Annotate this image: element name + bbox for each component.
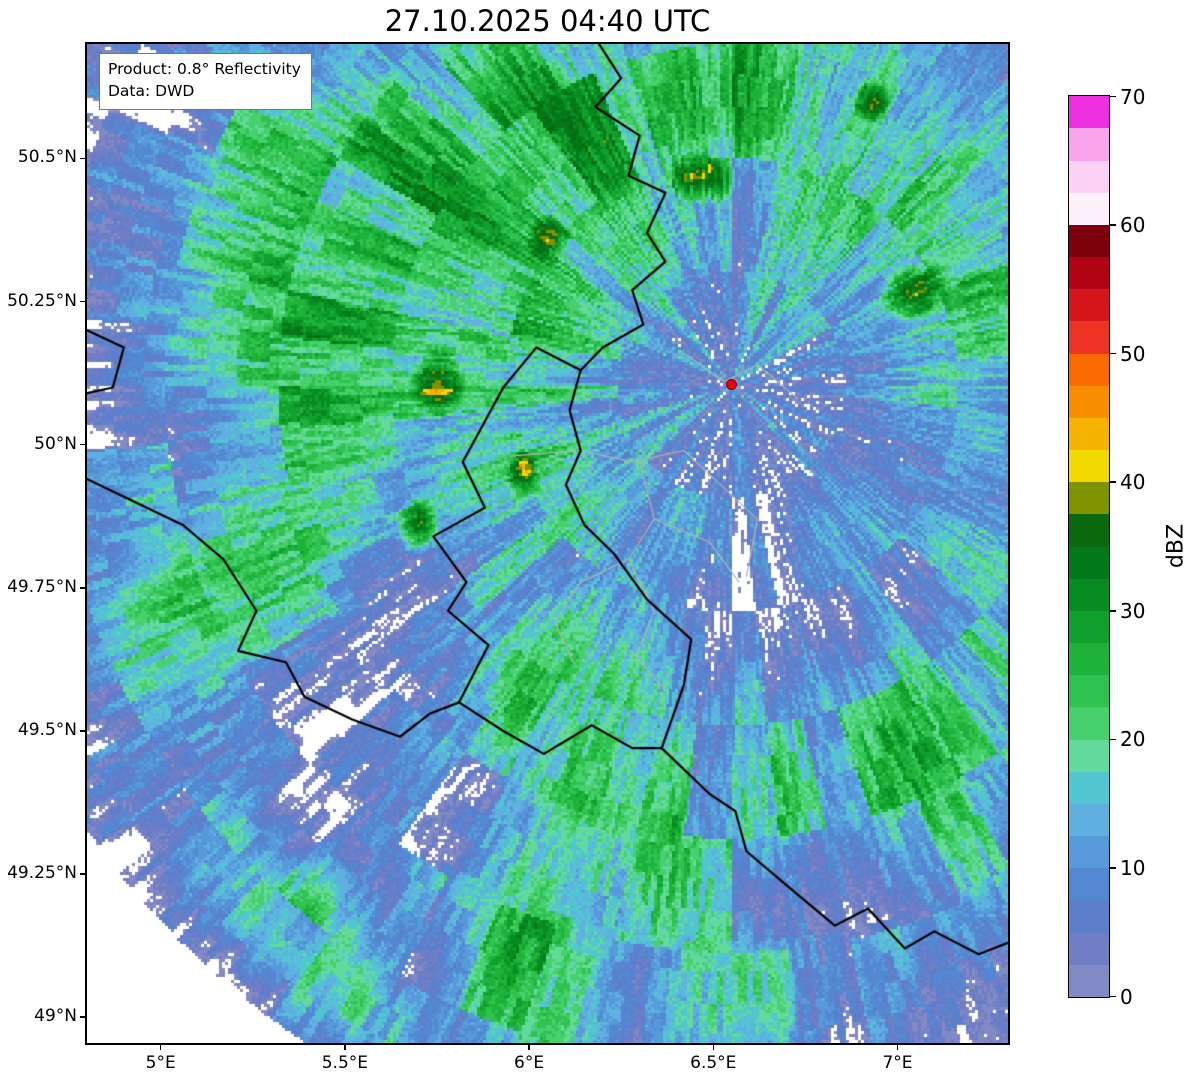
y-axis-tick [80,873,85,875]
colorbar-tick-label: 20 [1120,727,1146,752]
y-axis-tick-label: 49.75°N [7,576,77,597]
colorbar-segment [1069,578,1109,611]
x-axis-tick-label: 6°E [514,1053,545,1073]
y-axis-tick [80,157,85,160]
colorbar-tick [1110,95,1116,98]
y-axis-tick-label: 50.5°N [17,147,77,168]
radar-site-marker [726,379,738,391]
y-axis-tick-label: 49.25°N [7,863,77,884]
colorbar-segment [1069,643,1109,676]
colorbar-segment [1069,739,1109,772]
colorbar-tick [1110,610,1116,612]
colorbar-unit-label: dBZ [1163,523,1189,569]
colorbar-segment [1069,803,1109,837]
timestamp-title: 27.10.2025 04:40 UTC [384,4,711,38]
colorbar-tick-label: 0 [1120,984,1133,1009]
y-axis-tick-label: 50°N [34,433,77,454]
y-axis-tick [80,1016,85,1018]
x-axis-tick-label: 6.5°E [690,1053,737,1073]
y-axis-tick-label: 49.5°N [17,719,77,740]
colorbar-segment [1069,514,1109,547]
colorbar-tick [1110,224,1116,226]
colorbar [1068,95,1110,998]
colorbar-segment [1069,289,1109,322]
map-panel: Product: 0.8° Reflectivity Data: DWD [85,42,1010,1045]
colorbar-segment [1069,321,1109,354]
colorbar-tick [1110,867,1116,869]
colorbar-segment [1069,546,1109,579]
data-source-line: Data: DWD [108,82,195,101]
colorbar-segment [1069,224,1109,258]
y-axis-tick [80,730,85,732]
colorbar-tick-label: 10 [1120,855,1146,880]
colorbar-segment [1069,257,1109,290]
colorbar-tick-label: 30 [1120,598,1146,623]
product-line: Product: 0.8° Reflectivity [108,60,301,78]
colorbar-segment [1069,385,1109,418]
colorbar-segment [1069,868,1109,901]
colorbar-segment [1069,707,1109,740]
colorbar-segment [1069,675,1109,708]
colorbar-segment [1069,900,1109,933]
colorbar-segment [1069,417,1109,451]
colorbar-segment [1069,610,1109,644]
radar-canvas [87,44,1008,1043]
colorbar-segment [1069,771,1109,804]
product-info-box: Product: 0.8° Reflectivity Data: DWD [99,53,312,110]
colorbar-tick [1110,738,1116,741]
x-axis-tick [712,1045,715,1050]
x-axis-tick [159,1045,162,1050]
colorbar-segment [1069,160,1109,193]
colorbar-segment [1069,836,1109,869]
colorbar-tick [1110,995,1116,998]
y-axis-tick [80,587,85,589]
colorbar-tick-label: 60 [1120,213,1146,238]
colorbar-segment [1069,96,1109,129]
colorbar-segment [1069,964,1109,997]
x-axis-tick [896,1045,899,1050]
x-axis-tick-label: 5°E [145,1053,176,1073]
x-axis-tick [344,1045,346,1050]
colorbar-tick-label: 40 [1120,470,1146,495]
y-axis-tick-label: 50.25°N [7,290,77,311]
colorbar-segment [1069,128,1109,161]
y-axis-tick-label: 49°N [34,1006,77,1027]
y-axis-tick [80,300,85,303]
colorbar-segment [1069,353,1109,386]
colorbar-tick [1110,481,1116,483]
colorbar-segment [1069,932,1109,965]
colorbar-segment [1069,482,1109,515]
x-axis-tick [528,1045,530,1050]
y-axis-tick [80,443,85,446]
colorbar-segment [1069,192,1109,225]
colorbar-tick [1110,352,1116,355]
x-axis-tick-label: 5.5°E [321,1053,369,1073]
colorbar-tick-label: 70 [1120,84,1146,109]
colorbar-segment [1069,450,1109,483]
colorbar-tick-label: 50 [1120,341,1146,366]
x-axis-tick-label: 7°E [882,1053,913,1073]
